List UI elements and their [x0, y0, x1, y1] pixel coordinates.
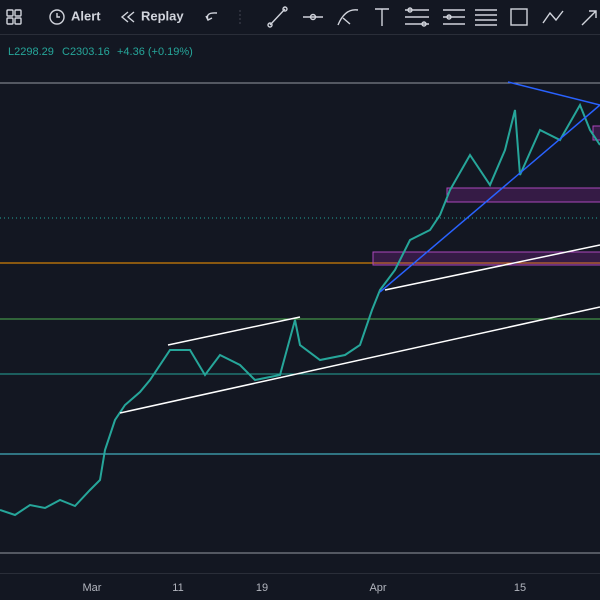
- price-line: [0, 102, 600, 517]
- trend-line: [167, 316, 301, 346]
- text-tool[interactable]: [375, 8, 389, 26]
- trend-line: [384, 244, 600, 291]
- trend-line: [507, 81, 600, 106]
- zone-box: [446, 187, 600, 203]
- x-tick-label: 15: [514, 582, 526, 594]
- x-tick-label: Mar: [83, 582, 102, 594]
- rect-tool[interactable]: [510, 8, 528, 26]
- brush-tool[interactable]: [337, 9, 359, 26]
- fib-tool[interactable]: [405, 7, 429, 27]
- x-tick-label: 19: [256, 582, 268, 594]
- x-tick-label: Apr: [369, 582, 386, 594]
- legend-close: C2303.16: [62, 46, 110, 58]
- channel-tool[interactable]: [475, 9, 497, 26]
- legend-change: +4.36 (+0.19%): [117, 46, 193, 58]
- layout-button[interactable]: [6, 9, 22, 25]
- toolbar: [0, 0, 600, 34]
- x-tick-label: 11: [172, 582, 183, 594]
- undo-button[interactable]: [205, 12, 218, 21]
- zone-box: [372, 251, 600, 266]
- trend-line: [379, 104, 600, 293]
- trendline-tool[interactable]: [267, 6, 288, 28]
- alert-icon[interactable]: [49, 9, 65, 25]
- hline-tool[interactable]: [303, 13, 323, 21]
- replay-label[interactable]: Replay: [141, 8, 184, 23]
- legend-low: L2298.29: [8, 46, 54, 58]
- alert-label[interactable]: Alert: [71, 8, 101, 23]
- forecast-tool[interactable]: [542, 10, 564, 24]
- pattern-tool[interactable]: [443, 9, 465, 25]
- arrow-tool[interactable]: [581, 10, 597, 26]
- trend-line: [119, 306, 600, 414]
- replay-icon[interactable]: [120, 11, 135, 23]
- zone-box: [592, 125, 600, 141]
